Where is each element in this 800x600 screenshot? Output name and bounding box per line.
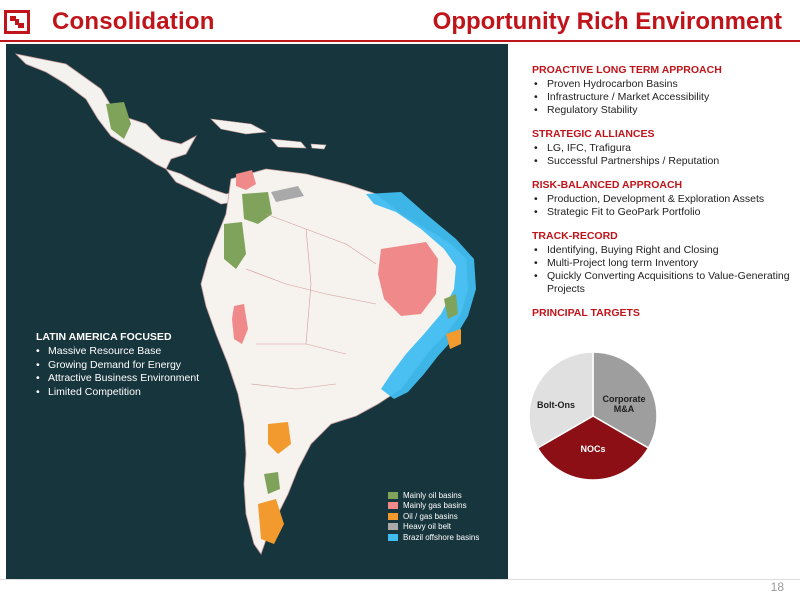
section-heading: STRATEGIC ALLIANCES: [532, 128, 655, 140]
legend-row-gas: Mainly gas basins: [388, 501, 479, 512]
oil-gas-basin-austral: [258, 499, 284, 544]
pie-slice-corporate: [592, 351, 658, 450]
section-item: Multi-Project long term Inventory: [532, 257, 790, 270]
section-risk-balanced: RISK-BALANCED APPROACH Production, Devel…: [532, 179, 790, 219]
legend-swatch: [388, 512, 398, 520]
legend-label: Mainly oil basins: [403, 490, 462, 500]
callout-item: Attractive Business Environment: [36, 372, 199, 386]
legend-label: Oil / gas basins: [403, 511, 458, 521]
slide-subtitle: Opportunity Rich Environment: [432, 8, 782, 35]
latin-america-callout: LATIN AMERICA FOCUSED Massive Resource B…: [36, 331, 199, 399]
callout-item: Growing Demand for Energy: [36, 359, 199, 373]
section-item: Successful Partnerships / Reputation: [532, 155, 790, 168]
section-proactive: PROACTIVE LONG TERM APPROACH Proven Hydr…: [532, 64, 790, 117]
heavy-oil-belt: [271, 186, 304, 202]
principal-targets-heading: PRINCIPAL TARGETS: [532, 307, 640, 319]
section-heading: TRACK-RECORD: [532, 230, 618, 242]
callout-heading: LATIN AMERICA FOCUSED: [36, 331, 172, 343]
legend-swatch: [388, 523, 398, 531]
section-item: Quickly Converting Acquisitions to Value…: [532, 270, 790, 296]
oil-gas-basin-brazil: [446, 329, 461, 349]
page-number: 18: [770, 580, 784, 594]
legend-row-oil: Mainly oil basins: [388, 490, 479, 501]
section-item: LG, IFC, Trafigura: [532, 142, 790, 155]
callout-item: Limited Competition: [36, 386, 199, 400]
section-heading: PROACTIVE LONG TERM APPROACH: [532, 64, 722, 76]
company-logo: [4, 10, 30, 34]
pie-slice-bolt-ons: [528, 351, 594, 450]
gas-basin-bolivia: [232, 304, 248, 344]
legend-row-heavy-oil: Heavy oil belt: [388, 522, 479, 533]
gas-basin-colombia: [236, 170, 256, 190]
section-item: Proven Hydrocarbon Basins: [532, 78, 790, 91]
mexico-landmass: [14, 53, 198, 170]
section-item: Strategic Fit to GeoPark Portfolio: [532, 206, 790, 219]
legend-row-offshore: Brazil offshore basins: [388, 532, 479, 543]
legend-swatch: [388, 491, 398, 499]
pie-slice-nocs: [536, 415, 650, 481]
map-legend: Mainly oil basins Mainly gas basins Oil …: [388, 490, 479, 543]
latin-america-map: LATIN AMERICA FOCUSED Massive Resource B…: [6, 44, 508, 580]
pie-label-nocs: NOCs: [580, 444, 606, 454]
section-item: Infrastructure / Market Accessibility: [532, 91, 790, 104]
callout-item: Massive Resource Base: [36, 345, 199, 359]
legend-swatch: [388, 502, 398, 510]
oil-gas-basin-neuquen: [268, 422, 291, 454]
section-alliances: STRATEGIC ALLIANCES LG, IFC, Trafigura S…: [532, 128, 790, 168]
section-item: Identifying, Buying Right and Closing: [532, 244, 790, 257]
section-track-record: TRACK-RECORD Identifying, Buying Right a…: [532, 230, 790, 296]
country-borders: [245, 213, 377, 390]
section-item: Regulatory Stability: [532, 104, 790, 117]
oil-basin-brazil-east: [444, 294, 458, 319]
pie-label-corporate: Corporate M&A: [602, 394, 646, 414]
legend-swatch: [388, 533, 398, 541]
section-heading: RISK-BALANCED APPROACH: [532, 179, 683, 191]
oil-basin-argentina: [264, 472, 280, 494]
oil-basin-peru: [224, 222, 246, 269]
slide-title: Consolidation: [52, 8, 215, 35]
legend-label: Brazil offshore basins: [403, 532, 480, 542]
footer-divider: [0, 579, 800, 580]
principal-targets-pie: Corporate M&A NOCs Bolt-Ons: [526, 350, 660, 482]
brazil-offshore-basins: [366, 192, 476, 399]
pie-svg: [528, 351, 658, 481]
legend-row-oil-gas: Oil / gas basins: [388, 511, 479, 522]
caribbean-islands: [210, 118, 327, 150]
legend-label: Heavy oil belt: [403, 522, 452, 532]
legend-label: Mainly gas basins: [403, 501, 467, 511]
central-america-landmass: [164, 168, 239, 205]
section-item: Production, Development & Exploration As…: [532, 193, 790, 206]
oil-basin-mexico: [106, 102, 131, 139]
pie-label-bolt-ons: Bolt-Ons: [537, 400, 575, 410]
strategy-panel: PROACTIVE LONG TERM APPROACH Proven Hydr…: [532, 64, 790, 319]
header-divider: [0, 40, 800, 42]
gas-basin-amazon: [378, 242, 438, 316]
oil-basin-colombia: [242, 192, 272, 224]
